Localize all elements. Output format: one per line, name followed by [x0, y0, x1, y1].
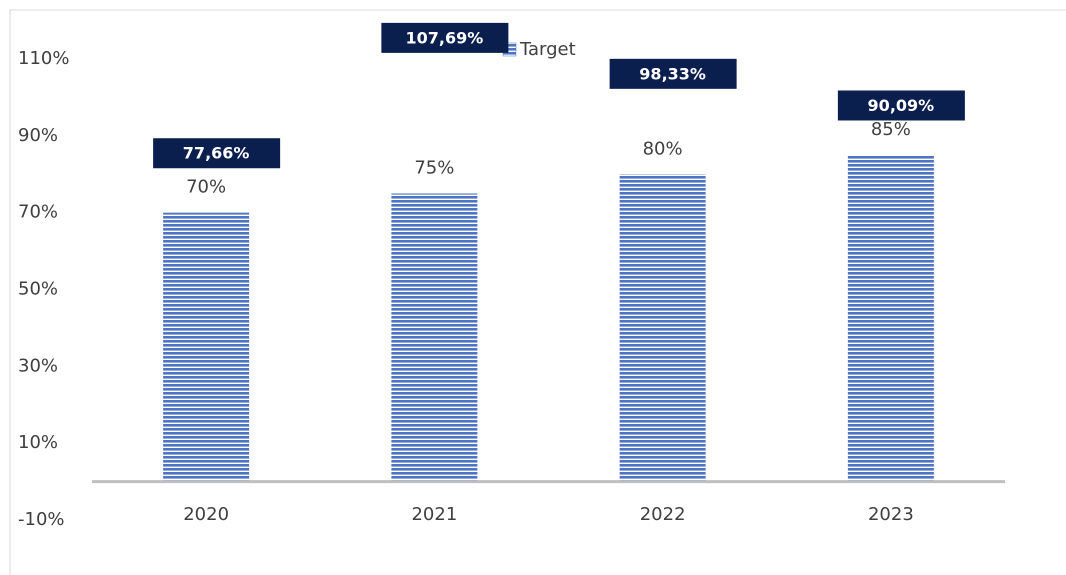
y-tick-label: 30%: [18, 355, 58, 376]
achieved-label: 90,09%: [868, 96, 935, 115]
bar: [847, 155, 934, 482]
bar-label: 70%: [186, 177, 226, 198]
y-tick-label: 10%: [18, 432, 58, 453]
bar: [619, 174, 706, 482]
achieved-label: 98,33%: [639, 64, 706, 83]
achieved-box: [609, 58, 737, 89]
y-tick-label: 70%: [18, 202, 58, 223]
chart-border: [9, 9, 1066, 575]
legend-label: Target: [519, 39, 576, 60]
bar: [391, 193, 478, 482]
bar-label: 80%: [643, 138, 683, 159]
achieved-box: [837, 90, 965, 121]
x-tick-label: 2023: [868, 504, 914, 525]
y-tick-label: -10%: [18, 509, 65, 530]
bar-label: 75%: [414, 157, 454, 178]
x-tick-label: 2022: [640, 504, 686, 525]
y-tick-label: 90%: [18, 125, 58, 146]
achieved-box: [381, 22, 509, 53]
bar: [163, 212, 250, 482]
y-tick-label: 110%: [18, 48, 69, 69]
achieved-box: [153, 138, 281, 169]
x-tick-label: 2021: [411, 504, 457, 525]
bar-label: 85%: [871, 119, 911, 140]
y-tick-label: 50%: [18, 279, 58, 300]
achieved-label: 107,69%: [405, 28, 483, 47]
achieved-label: 77,66%: [183, 144, 250, 163]
x-tick-label: 2020: [183, 504, 229, 525]
